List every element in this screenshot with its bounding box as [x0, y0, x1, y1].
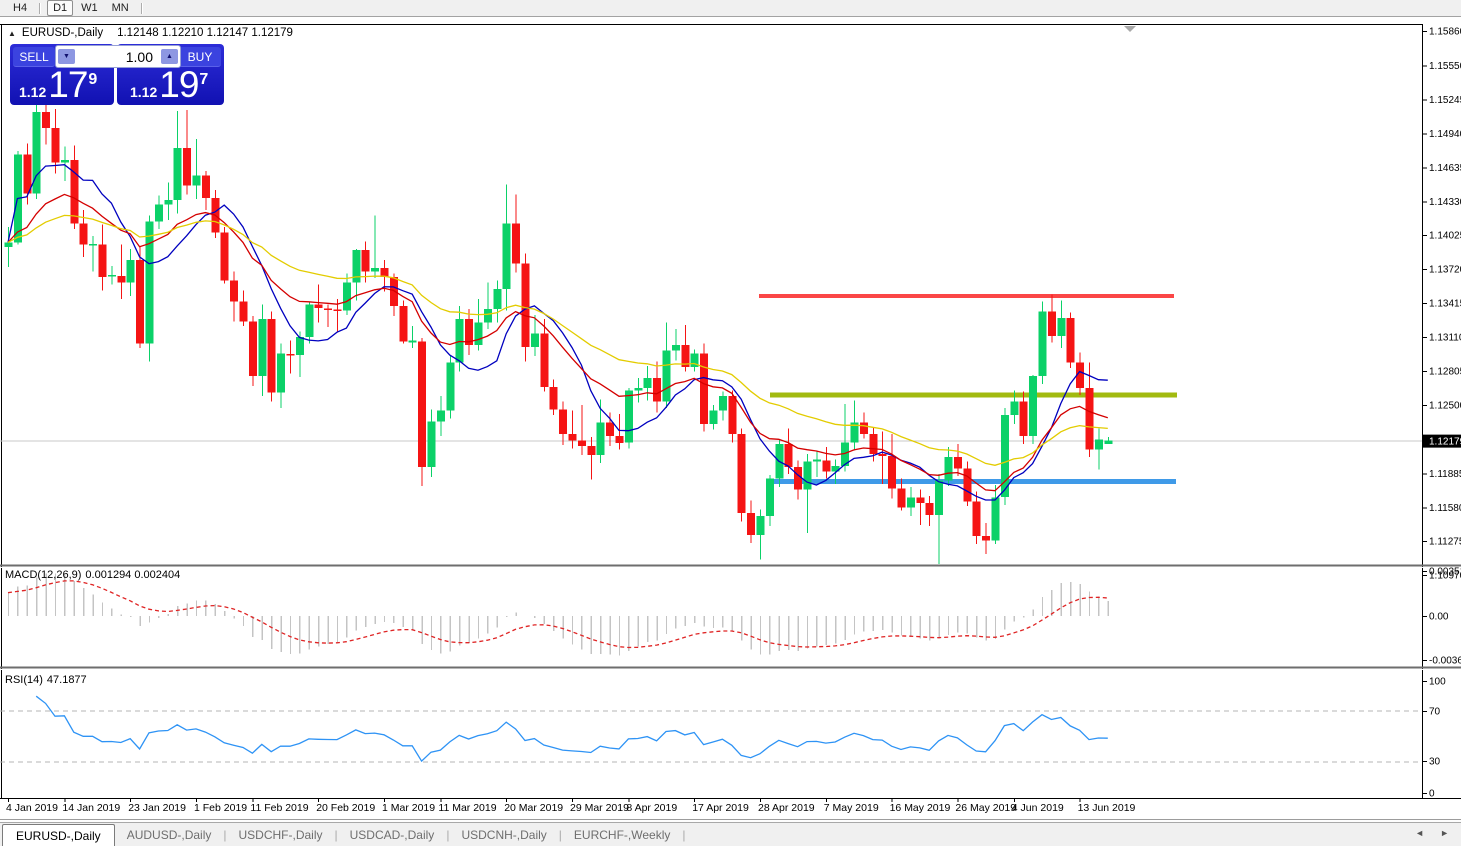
svg-text:16 May 2019: 16 May 2019: [890, 802, 951, 814]
sell-price-pip: 9: [88, 71, 98, 88]
timeframe-button-mn[interactable]: MN: [111, 2, 129, 14]
chart-symbol-label: EURUSD-,Daily: [21, 27, 104, 39]
volume-box: ▼ 1.00 ▲: [55, 45, 181, 68]
svg-text:1.15860: 1.15860: [1429, 27, 1461, 38]
svg-text:1 Mar 2019: 1 Mar 2019: [382, 802, 435, 814]
svg-text:28 Apr 2019: 28 Apr 2019: [758, 802, 815, 814]
tab-separator: |: [558, 828, 562, 842]
tab-separator: |: [446, 828, 450, 842]
svg-text:29 Mar 2019: 29 Mar 2019: [570, 802, 629, 814]
volume-input[interactable]: 1.00: [125, 48, 153, 65]
svg-text:0.003518: 0.003518: [1429, 567, 1461, 578]
tab-scroll-nav: ◄ ►: [1415, 828, 1449, 838]
svg-text:70: 70: [1429, 707, 1441, 718]
svg-text:1.11275: 1.11275: [1429, 537, 1461, 548]
tab-separator: |: [682, 828, 686, 842]
rsi-value: 47.1877: [46, 674, 87, 686]
svg-text:8 Apr 2019: 8 Apr 2019: [626, 802, 677, 814]
tab-separator: |: [334, 828, 338, 842]
buy-price-pip: 7: [199, 71, 209, 88]
svg-text:26 May 2019: 26 May 2019: [955, 802, 1016, 814]
chart-tab-audusd[interactable]: AUDUSD-,Daily: [126, 828, 212, 842]
volume-decrease-button[interactable]: ▼: [58, 49, 75, 64]
svg-text:13 Jun 2019: 13 Jun 2019: [1078, 802, 1136, 814]
svg-text:1.14330: 1.14330: [1429, 197, 1461, 208]
collapse-arrow-icon[interactable]: ▲: [8, 28, 16, 38]
svg-text:1.14025: 1.14025: [1429, 231, 1461, 242]
chart-tab-bar: EURUSD-,Daily AUDUSD-,Daily | USDCHF-,Daily…: [0, 822, 1461, 846]
svg-text:0.00: 0.00: [1429, 612, 1449, 623]
svg-text:7 May 2019: 7 May 2019: [824, 802, 879, 814]
svg-text:1.15550: 1.15550: [1429, 61, 1461, 72]
svg-text:1.14635: 1.14635: [1429, 163, 1461, 174]
tab-scroll-left-icon[interactable]: ◄: [1415, 828, 1425, 838]
buy-price-prefix: 1.12: [130, 84, 158, 100]
timeframe-toolbar: H4 D1 W1 MN: [0, 0, 1461, 17]
macd-layer: [7, 573, 1110, 656]
svg-text:-0.00367: -0.00367: [1429, 656, 1461, 667]
sell-button[interactable]: SELL: [13, 47, 55, 67]
svg-text:1 Feb 2019: 1 Feb 2019: [194, 802, 247, 814]
svg-text:1.13110: 1.13110: [1429, 333, 1461, 344]
chart-shift-marker-icon[interactable]: [1124, 26, 1136, 32]
one-click-trading-panel: 1.12 17 9 1.12 19 7 SELL BUY ▼ 1.00 ▲: [10, 44, 224, 105]
macd-name: MACD(12,26,9): [5, 569, 82, 581]
svg-text:1.10970: 1.10970: [1429, 571, 1461, 582]
svg-text:4 Jun 2019: 4 Jun 2019: [1012, 802, 1064, 814]
svg-text:30: 30: [1429, 757, 1441, 768]
chart-title: ▲ EURUSD-,Daily 1.12148 1.12210 1.12147 …: [8, 27, 293, 39]
svg-text:14 Jan 2019: 14 Jan 2019: [62, 802, 120, 814]
chart-ohlc-values: 1.12148 1.12210 1.12147 1.12179: [117, 27, 293, 39]
buy-price-big: 19: [159, 64, 199, 105]
timeframe-button-d1[interactable]: D1: [47, 0, 74, 16]
chart-tab-usdcnh[interactable]: USDCNH-,Daily: [461, 828, 547, 842]
svg-text:1.12805: 1.12805: [1429, 366, 1461, 377]
toolbar-separator: [140, 2, 143, 14]
svg-text:11 Feb 2019: 11 Feb 2019: [250, 802, 308, 814]
toolbar-separator: [39, 2, 42, 14]
macd-values: 0.001294 0.002404: [85, 569, 181, 581]
svg-text:100: 100: [1429, 677, 1446, 688]
sell-price-prefix: 1.12: [19, 84, 47, 100]
svg-text:1.11885: 1.11885: [1429, 469, 1461, 480]
svg-text:1.13415: 1.13415: [1429, 299, 1461, 310]
tab-separator: |: [223, 828, 227, 842]
rsi-indicator-label: RSI(14) 47.1877: [5, 674, 91, 686]
macd-indicator-label: MACD(12,26,9) 0.001294 0.002404: [5, 569, 184, 581]
timeframe-button-w1[interactable]: W1: [81, 2, 98, 14]
rsi-line: [35, 695, 1108, 763]
svg-text:20 Feb 2019: 20 Feb 2019: [316, 802, 375, 814]
svg-text:1.15245: 1.15245: [1429, 95, 1461, 106]
svg-text:20 Mar 2019: 20 Mar 2019: [504, 802, 563, 814]
svg-text:1.13720: 1.13720: [1429, 265, 1461, 276]
chart-tab-usdcad[interactable]: USDCAD-,Daily: [349, 828, 435, 842]
sell-price-big: 17: [48, 64, 88, 105]
buy-quote: 1.12 19 7: [130, 64, 209, 105]
sell-quote: 1.12 17 9: [19, 64, 98, 105]
svg-text:0: 0: [1429, 789, 1435, 800]
volume-increase-button[interactable]: ▲: [161, 49, 178, 64]
svg-text:23 Jan 2019: 23 Jan 2019: [128, 802, 186, 814]
svg-text:1.11580: 1.11580: [1429, 503, 1461, 514]
chart-tabs: EURUSD-,Daily AUDUSD-,Daily | USDCHF-,Daily…: [0, 823, 685, 846]
chart-tab-eurchf[interactable]: EURCHF-,Weekly: [573, 828, 671, 842]
rsi-name: RSI(14): [5, 674, 43, 686]
svg-text:1.12500: 1.12500: [1429, 400, 1461, 411]
svg-text:1.14940: 1.14940: [1429, 129, 1461, 140]
svg-text:4 Jan 2019: 4 Jan 2019: [6, 802, 58, 814]
chart-tab-eurusd[interactable]: EURUSD-,Daily: [2, 824, 115, 846]
tab-scroll-right-icon[interactable]: ►: [1440, 828, 1449, 838]
svg-text:17 Apr 2019: 17 Apr 2019: [692, 802, 749, 814]
timeframe-button-h4[interactable]: H4: [13, 2, 28, 14]
svg-text:1.12179: 1.12179: [1429, 437, 1461, 448]
svg-text:11 Mar 2019: 11 Mar 2019: [438, 802, 496, 814]
candles-layer: [4, 48, 1113, 564]
chart-tab-usdchf[interactable]: USDCHF-,Daily: [238, 828, 323, 842]
buy-button[interactable]: BUY: [179, 47, 221, 67]
